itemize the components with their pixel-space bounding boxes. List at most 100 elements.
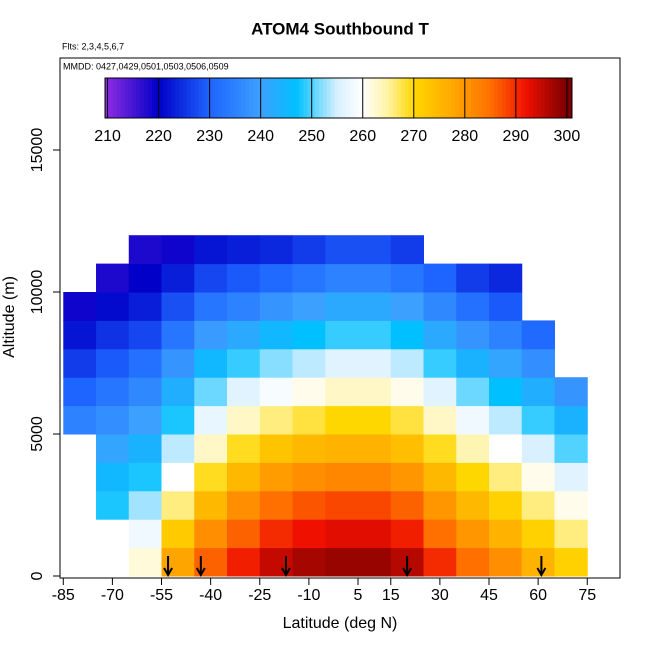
colorbar-swatch — [237, 78, 242, 118]
heat-cell — [227, 377, 261, 407]
colorbar-swatch — [186, 78, 192, 118]
colorbar-swatch — [276, 78, 281, 118]
heat-cell — [423, 490, 457, 520]
heat-cell — [423, 405, 457, 435]
colorbar-swatch — [112, 78, 118, 118]
colorbar-swatch — [560, 78, 565, 118]
x-tick-label: -10 — [297, 587, 320, 604]
x-tick-label: 45 — [480, 587, 498, 604]
colorbar-swatch — [392, 78, 398, 118]
heat-cell — [390, 348, 425, 378]
heat-cell — [128, 434, 163, 463]
heat-cell — [456, 377, 490, 407]
colorbar-swatch — [159, 78, 164, 118]
heat-cell — [292, 235, 326, 265]
heat-cell — [325, 434, 359, 463]
colorbar-swatch — [233, 78, 238, 118]
heat-cell — [259, 490, 294, 520]
heat-cell — [194, 292, 228, 321]
heat-cell — [227, 348, 261, 378]
heat-cell — [521, 320, 556, 350]
heat-cell — [456, 292, 490, 321]
heat-cell — [292, 490, 326, 520]
heat-cell — [489, 348, 523, 378]
chart-title: ATOM4 Southbound T — [251, 19, 429, 38]
colorbar-swatch — [268, 78, 273, 118]
colorbar-swatch — [369, 78, 375, 118]
heat-cell — [489, 519, 523, 549]
heat-cell — [390, 377, 425, 407]
heat-cell — [390, 235, 425, 265]
colorbar-swatch — [420, 78, 425, 118]
heat-cell — [161, 462, 195, 492]
heat-cell — [96, 348, 130, 378]
heat-cell — [390, 462, 425, 492]
colorbar-swatch — [509, 78, 515, 118]
colorbar-swatch — [439, 78, 445, 118]
colorbar-tick-label: 210 — [94, 128, 121, 145]
heat-cell — [489, 434, 523, 463]
colorbar-tick-label: 280 — [451, 128, 478, 145]
heat-cell — [227, 547, 261, 577]
heat-cell — [456, 519, 490, 549]
colorbar-swatch — [315, 78, 320, 118]
heat-cell — [63, 348, 97, 378]
colorbar-swatch — [350, 78, 355, 118]
heat-cell — [128, 348, 163, 378]
x-tick-label: -85 — [52, 587, 75, 604]
heat-cell — [161, 348, 195, 378]
heat-cell — [259, 377, 294, 407]
heat-cell — [161, 292, 195, 321]
colorbar-swatch — [361, 78, 367, 118]
colorbar-tick-label: 230 — [196, 128, 223, 145]
heat-cell — [554, 519, 588, 549]
heat-cell — [489, 547, 523, 577]
colorbar-swatch — [221, 78, 227, 118]
heat-cell — [227, 462, 261, 492]
colorbar-swatch — [408, 78, 413, 118]
heat-cell — [390, 292, 425, 321]
heat-cell — [63, 320, 97, 350]
heat-cell — [128, 405, 163, 435]
heat-cell — [325, 292, 359, 321]
colorbar-swatch — [210, 78, 215, 118]
heat-cell — [194, 519, 228, 549]
heat-cell — [554, 405, 588, 435]
colorbar-swatch — [319, 78, 324, 118]
colorbar-tick-label: 220 — [145, 128, 172, 145]
heat-cell — [128, 377, 163, 407]
heat-cell — [358, 547, 392, 577]
colorbar-swatch — [536, 78, 542, 118]
colorbar-swatch — [381, 78, 386, 118]
heat-cell — [227, 292, 261, 321]
heat-cell — [489, 462, 523, 492]
arrow-head — [281, 567, 291, 578]
heat-cell — [521, 377, 556, 407]
heat-cell — [358, 434, 392, 463]
colorbar-swatch — [486, 78, 491, 118]
colorbar-swatch — [213, 78, 219, 118]
heat-cell — [456, 405, 490, 435]
arrow-head — [536, 567, 547, 578]
colorbar-swatch — [128, 78, 133, 118]
heat-cell — [423, 377, 457, 407]
heat-cell — [390, 405, 425, 435]
heat-cell — [423, 348, 457, 378]
colorbar-swatch — [568, 78, 573, 118]
heat-cell — [128, 292, 163, 321]
colorbar-swatch — [311, 78, 316, 118]
heat-cell — [325, 405, 359, 435]
heat-cell — [325, 263, 359, 293]
colorbar-swatch — [299, 78, 304, 118]
x-tick-label: -70 — [101, 587, 124, 604]
colorbar-swatch — [194, 78, 199, 118]
colorbar-swatch — [540, 78, 546, 118]
colorbar-swatch — [167, 78, 172, 118]
heat-cell — [521, 547, 556, 577]
heat-cell — [194, 377, 228, 407]
heat-cell — [325, 377, 359, 407]
heat-cell — [292, 377, 326, 407]
heat-cell — [325, 462, 359, 492]
heat-cell — [161, 490, 195, 520]
